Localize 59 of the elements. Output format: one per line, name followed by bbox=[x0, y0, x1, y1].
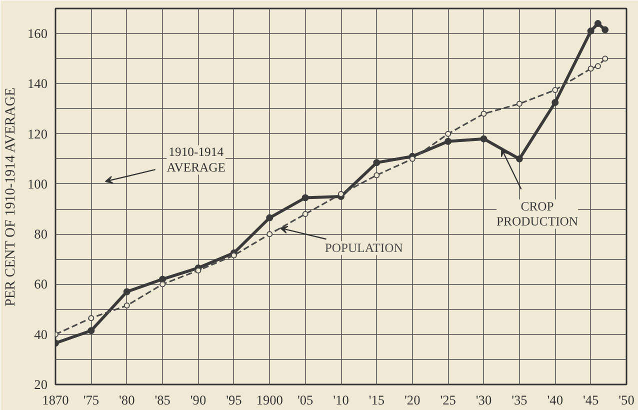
point bbox=[516, 100, 522, 107]
point bbox=[159, 276, 166, 283]
point bbox=[480, 110, 487, 117]
point bbox=[602, 26, 609, 34]
y-tick-label: 100 bbox=[28, 176, 48, 192]
point bbox=[230, 252, 237, 258]
x-tick-label: '95 bbox=[226, 392, 242, 408]
point bbox=[124, 302, 130, 309]
x-tick-label: '35 bbox=[512, 392, 528, 408]
x-tick-label: '30 bbox=[476, 392, 492, 408]
annotation: 1910-1914 AVERAGE bbox=[166, 145, 226, 175]
point bbox=[516, 155, 523, 162]
point bbox=[445, 130, 452, 137]
point bbox=[374, 172, 380, 178]
x-tick-label: '45 bbox=[582, 392, 600, 408]
point bbox=[123, 288, 130, 296]
point bbox=[594, 63, 601, 70]
x-tick-label: '05 bbox=[297, 392, 314, 408]
point bbox=[587, 28, 594, 35]
point bbox=[160, 281, 166, 288]
text: CROP PRODUCTION bbox=[496, 199, 578, 229]
point bbox=[302, 211, 308, 218]
point bbox=[602, 56, 608, 62]
text: POPULATION bbox=[324, 241, 403, 256]
point bbox=[266, 231, 273, 238]
point bbox=[409, 156, 416, 162]
x-tick-label: '85 bbox=[154, 392, 171, 408]
x-tick-label: 1870 bbox=[42, 392, 70, 408]
y-tick-label: 160 bbox=[28, 26, 48, 42]
x-tick-label: '25 bbox=[440, 392, 456, 408]
x-tick-label: '10 bbox=[333, 392, 350, 408]
x-tick-label: '50 bbox=[618, 392, 635, 408]
x-tick-label: '75 bbox=[83, 392, 100, 408]
x-tick-label: '80 bbox=[119, 392, 136, 408]
point bbox=[480, 135, 488, 142]
point bbox=[594, 20, 602, 28]
x-tick-label: 1900 bbox=[256, 392, 284, 408]
x-tick-label: '40 bbox=[547, 392, 564, 408]
point bbox=[552, 86, 558, 93]
y-axis-title: PER CENT OF 1910-1914 AVERAGE bbox=[4, 88, 19, 306]
point bbox=[266, 214, 274, 222]
point bbox=[373, 159, 380, 166]
y-tick-label: 20 bbox=[34, 377, 48, 392]
y-tick-label: 80 bbox=[34, 226, 48, 242]
point bbox=[338, 191, 344, 197]
point bbox=[88, 327, 95, 334]
point bbox=[302, 194, 309, 202]
point bbox=[88, 315, 94, 322]
point bbox=[552, 99, 559, 106]
point bbox=[588, 66, 594, 72]
y-tick-label: 120 bbox=[28, 126, 48, 142]
x-tick-label: '15 bbox=[368, 392, 385, 408]
y-tick-label: 40 bbox=[34, 326, 48, 342]
x-tick-label: '90 bbox=[190, 392, 206, 408]
x-tick-label: '20 bbox=[404, 392, 421, 408]
y-tick-label: 140 bbox=[28, 76, 48, 92]
point bbox=[444, 138, 452, 145]
point bbox=[195, 267, 202, 274]
y-tick-label: 60 bbox=[34, 276, 48, 292]
